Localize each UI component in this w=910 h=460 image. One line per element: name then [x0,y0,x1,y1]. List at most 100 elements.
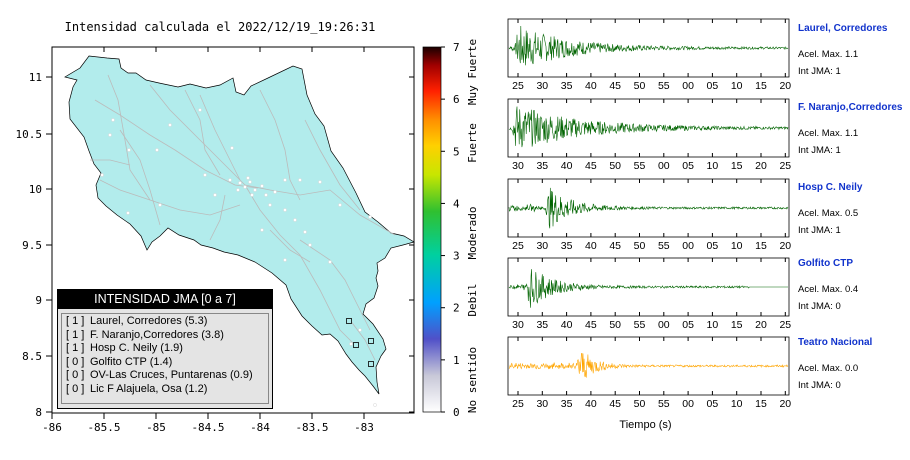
panel-xtick-label: 55 [634,160,646,172]
station-dot [260,184,264,188]
station-dot [283,208,287,212]
colorbar-category-label: Muy Fuerte [466,39,479,105]
panel-station-name: Hosp C. Neily [798,182,863,193]
station-dot [213,193,217,197]
highlight-station [368,338,374,344]
panel-xtick-label: 20 [755,319,767,331]
panel-xtick-label: 50 [634,80,646,92]
waveform-trace [508,269,788,308]
panel-xtick-label: 30 [536,398,548,410]
legend-row: [ 0 ] OV-Las Cruces, Puntarenas (0.9) [66,369,253,382]
map-ytick-label: 9.5 [22,239,42,252]
panel-xtick-label: 00 [658,319,670,331]
waveform-panel: 25 30 35 40 45 50 55 00 05 10 15 20 [507,336,791,410]
station-dot [293,218,297,222]
station-dot [155,148,159,152]
panel-xtick-label: 35 [561,240,573,252]
map-ytick-label: 8.5 [22,350,42,363]
map-axes: -86 -85.5 -85 -84.5 -84 -83.5 -83 11 10.5 10 9.5 9 8… [16,47,414,434]
road-line [259,89,301,201]
colorbar-category-label: No sentido [466,347,479,413]
road-line [149,84,246,186]
waveform-trace [508,187,789,229]
legend-row: [ 0 ] Golfito CTP (1.4) [66,355,173,368]
road-line [199,94,241,181]
panel-station-name: Golfito CTP [798,258,853,269]
station-dot [283,178,287,182]
station-dot [127,148,131,152]
station-dot [198,108,202,112]
panel-accel: Acel. Max. 0.4 [798,284,859,295]
highlight-station [353,342,359,348]
panel-xtick-label: 50 [634,398,646,410]
panel-info-2: Hosp C. Neily Acel. Max. 0.5 Int JMA: 1 [798,182,862,236]
panel-xtick-label: 15 [755,80,767,92]
colorbar-ticks: 0 1 2 3 4 5 6 7 [441,41,460,419]
station-dot [264,193,268,197]
panel-xtick-label: 30 [536,240,548,252]
station-dot [228,178,232,182]
panel-xtick-label: 35 [561,398,573,410]
panel-xtick-label: 10 [731,80,743,92]
station-dot [246,176,250,180]
panel-xtick-label: 25 [779,160,791,172]
road-line [119,129,161,226]
panel-xtick-label: 20 [779,80,791,92]
panel-xtick-label: 40 [585,398,597,410]
station-dot [168,123,172,127]
panel-station-name: Teatro Nacional [798,337,873,348]
colorbar-category-label: Debil [466,283,479,316]
map-xtick-label: -83.5 [295,421,328,434]
legend-row: [ 1 ] Hosp C. Neily (1.9) [66,342,183,355]
panel-xtick-label: 10 [731,240,743,252]
waveform-panels: 25 30 35 40 45 50 55 00 05 10 15 20 30 35 40 45 50 55 00 05… [507,18,791,431]
panel-xtick-label: 15 [731,160,743,172]
panel-xtick-label: 25 [512,80,524,92]
colorbar-tick-label: 1 [453,354,460,367]
panel-xtick-label: 55 [658,240,670,252]
map-ytick-label: 10 [29,183,42,196]
panel-xtick-label: 45 [585,319,597,331]
map-ytick-label: 10.5 [16,128,43,141]
panel-xtick-label: 15 [755,240,767,252]
colorbar-labels: No sentido Debil Moderado Fuerte Muy Fuerte [466,39,479,413]
colorbar-tick-label: 5 [453,145,460,158]
colorbar-tick-label: 7 [453,41,460,54]
legend-title: INTENSIDAD JMA [0 a 7] [58,290,272,309]
intensity-colorbar: 0 1 2 3 4 5 6 7 No sentido Debil Moderado Fuerte Mu… [422,39,479,419]
panel-accel: Acel. Max. 1.1 [798,49,859,60]
station-dot [203,173,207,177]
waveform-panel: 25 30 35 40 45 50 55 00 05 10 15 20 [507,178,791,252]
station-dot [250,193,254,197]
road-line [184,89,221,176]
station-dot [100,173,104,177]
road-line [99,179,241,216]
intensity-legend: INTENSIDAD JMA [0 a 7] [ 1 ] Laurel, Corr… [57,289,273,409]
colorbar-tick-label: 6 [453,93,460,106]
road-line [107,74,151,201]
station-dot [373,403,377,407]
panel-xtick-label: 20 [755,160,767,172]
panel-xtick-label: 15 [731,319,743,331]
panel-xtick-label: 30 [512,319,524,331]
panel-xtick-label: 10 [707,319,719,331]
panel-xtick-label: 10 [707,160,719,172]
panel-xtick-label: 40 [585,240,597,252]
panel-xtick-label: 25 [512,240,524,252]
panel-xtick-label: 55 [634,319,646,331]
panel-xtick-label: 00 [658,160,670,172]
station-dot [283,258,287,262]
panel-info-4: Teatro Nacional Acel. Max. 0.0 Int JMA: … [798,337,872,391]
colorbar-category-label: Moderado [466,207,479,260]
road-line [209,194,226,241]
station-dot [349,342,353,346]
panel-xtick-label: 35 [561,80,573,92]
station-dot [238,181,242,185]
panel-xtick-label: 45 [609,240,621,252]
legend-row: [ 1 ] F. Naranjo,Corredores (3.8) [66,328,224,341]
colorbar-gradient [422,46,442,413]
panel-xtick-label: 45 [609,398,621,410]
panel-xtick-label: 50 [634,240,646,252]
time-axis-label: Tiempo (s) [619,419,671,431]
map-xtick-label: -84 [250,421,270,434]
